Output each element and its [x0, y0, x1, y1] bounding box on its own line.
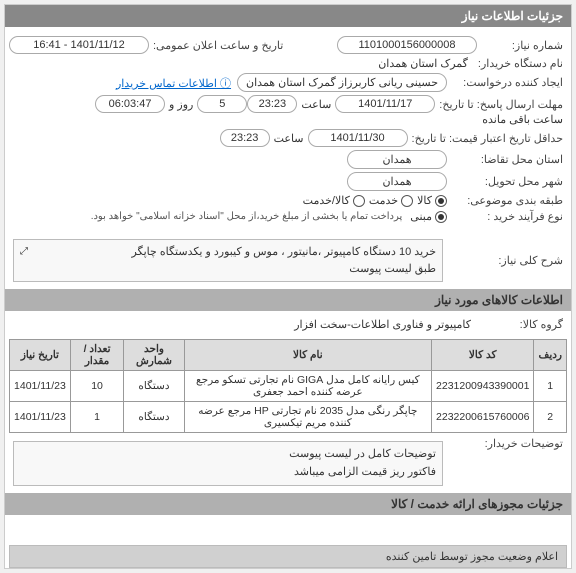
field-public-date: 1401/11/12 - 16:41 [9, 36, 149, 54]
table-cell: 1401/11/23 [10, 371, 71, 402]
table-cell: 1401/11/23 [10, 402, 71, 433]
field-province: همدان [347, 150, 447, 169]
table-header: نام کالا [184, 340, 431, 371]
radio-goods[interactable]: کالا [417, 194, 447, 207]
label-days-and: روز و [165, 98, 197, 111]
label-req-no: شماره نیاز: [477, 39, 567, 52]
field-req-no: 1101000156000008 [337, 36, 477, 54]
buyer-notes-box: توضیحات کامل در لیست پیوست فاکتور ریز قی… [13, 441, 443, 486]
radio-goods-service[interactable]: کالا/خدمت [303, 194, 365, 207]
value-goods-group: کامپیوتر و فناوری اطلاعات-سخت افزار [288, 318, 477, 331]
general-title-line2: طبق لیست پیوست [20, 261, 436, 278]
table-cell: 2231200943390001 [432, 371, 534, 402]
label-time1: ساعت [297, 98, 335, 111]
field-expiry-date: 1401/11/30 [308, 129, 408, 147]
label-city: شهر محل تحویل: [447, 175, 567, 188]
radio-group-process: مبنی [410, 210, 447, 223]
label-goods-group: گروه کالا: [477, 318, 567, 331]
table-row: 22232200615760006چاپگر رنگی مدل 2035 نام… [10, 402, 567, 433]
label-category: طبقه بندی موضوعی: [447, 194, 567, 207]
label-buyer-notes: توضیحات خریدار: [447, 437, 567, 450]
label-province: استان محل تقاضا: [447, 153, 567, 166]
field-days-left: 5 [197, 95, 247, 113]
table-cell: 10 [70, 371, 123, 402]
label-min-expiry: حداقل تاریخ اعتبار قیمت: تا تاریخ: [408, 132, 567, 145]
table-header: واحد شمارش [124, 340, 184, 371]
label-creator: ایجاد کننده درخواست: [447, 76, 567, 89]
buyer-notes-line2: فاکتور ریز قیمت الزامی میباشد [20, 464, 436, 482]
expand-icon[interactable]: ⤢ [20, 244, 28, 259]
label-reply-deadline: مهلت ارسال پاسخ: تا تاریخ: [435, 98, 567, 111]
radio-process-main[interactable]: مبنی [410, 210, 447, 223]
field-creator: حسینی ریانی کاربرزاز گمرک استان همدان [237, 73, 447, 92]
label-public-date: تاریخ و ساعت اعلان عمومی: [149, 39, 287, 52]
field-time-left: 06:03:47 [95, 95, 165, 113]
table-cell: 2 [534, 402, 567, 433]
licenses-header: جزئیات مجوزهای ارائه خدمت / کالا [5, 493, 571, 515]
main-header: جزئیات اطلاعات نیاز [5, 5, 571, 27]
table-cell: دستگاه [124, 371, 184, 402]
label-general-title: شرح کلی نیاز: [447, 254, 567, 267]
table-cell: کیس رایانه کامل مدل GIGA نام تجارتی تسکو… [184, 371, 431, 402]
table-header: تعداد / مقدار [70, 340, 123, 371]
field-reply-time: 23:23 [247, 95, 297, 113]
label-time-remaining: ساعت باقی مانده [478, 113, 567, 126]
label-buyer-org: نام دستگاه خریدار: [474, 57, 567, 70]
goods-table: ردیفکد کالانام کالاواحد شمارشتعداد / مقد… [9, 339, 567, 433]
table-header: کد کالا [432, 340, 534, 371]
field-reply-date: 1401/11/17 [335, 95, 435, 113]
general-title-box: ⤢ خرید 10 دستگاه کامپیوتر ،مانیتور ، موس… [13, 239, 443, 282]
radio-icon [435, 211, 447, 223]
table-header: ردیف [534, 340, 567, 371]
buyer-notes-line1: توضیحات کامل در لیست پیوست [20, 446, 436, 464]
radio-icon [401, 195, 413, 207]
goods-header: اطلاعات کالاهای مورد نیاز [5, 289, 571, 311]
field-city: همدان [347, 172, 447, 191]
payment-note: پرداخت تمام یا بخشی از مبلغ خرید،از محل … [91, 211, 411, 222]
info-icon: ⓘ [220, 78, 231, 90]
radio-service[interactable]: خدمت [369, 194, 413, 207]
radio-icon [435, 195, 447, 207]
label-process-type: نوع فرآیند خرید : [447, 210, 567, 223]
general-title-line1: خرید 10 دستگاه کامپیوتر ،مانیتور ، موس و… [20, 244, 436, 261]
table-cell: چاپگر رنگی مدل 2035 نام تجارتی HP مرجع ع… [184, 402, 431, 433]
table-row: 12231200943390001کیس رایانه کامل مدل GIG… [10, 371, 567, 402]
table-cell: 1 [70, 402, 123, 433]
value-buyer-org: گمرک استان همدان [372, 57, 474, 70]
radio-group-category: کالا خدمت کالا/خدمت [303, 194, 447, 207]
field-expiry-time: 23:23 [220, 129, 270, 147]
table-cell: 1 [534, 371, 567, 402]
table-header: تاریخ نیاز [10, 340, 71, 371]
table-cell: 2232200615760006 [432, 402, 534, 433]
radio-icon [353, 195, 365, 207]
label-time2: ساعت [270, 132, 308, 145]
table-cell: دستگاه [124, 402, 184, 433]
contact-link[interactable]: ⓘ اطلاعات تماس خریدار [110, 75, 237, 91]
